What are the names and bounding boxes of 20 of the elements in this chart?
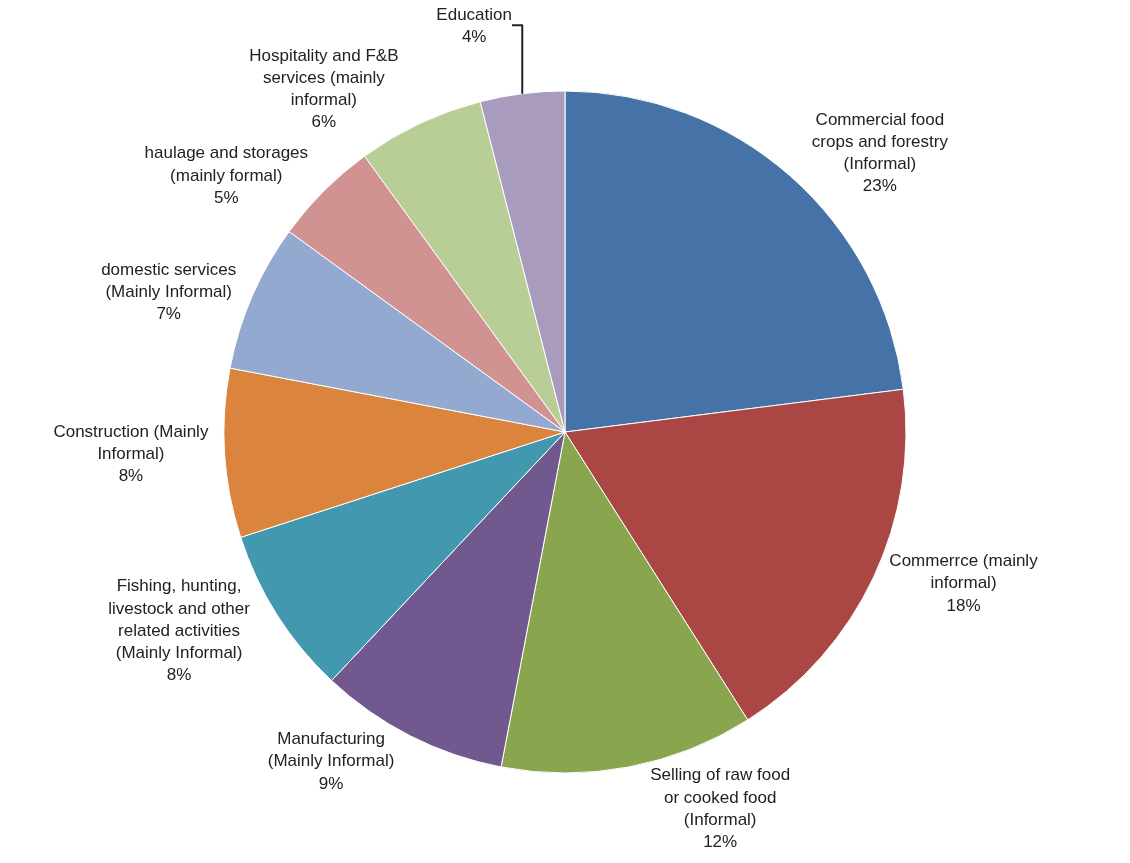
slice-label: Commerrce (mainly informal) xyxy=(889,551,1039,593)
data-label: 5% xyxy=(214,187,239,207)
data-label: 8% xyxy=(166,664,192,684)
data-label: 12% xyxy=(703,831,738,851)
slice-label: Selling of raw food or cooked food (Informal) xyxy=(650,765,791,829)
data-label: 8% xyxy=(118,466,144,486)
slice-label: haulage and storages (mainly formal) xyxy=(144,143,309,185)
slice-label: Construction (Mainly Informal) xyxy=(53,421,209,464)
slice-label: Education xyxy=(436,4,512,24)
slice-label: Hospitality and F&B services (mainly informal) xyxy=(249,45,399,110)
data-label: 6% xyxy=(311,112,337,132)
data-label: 9% xyxy=(318,773,344,793)
slice-label: domestic services (Mainly Informal) xyxy=(101,259,237,302)
data-label: 7% xyxy=(156,304,181,324)
slice-label: Manufacturing (Mainly Informal) xyxy=(267,729,395,771)
data-label: 4% xyxy=(461,26,487,46)
data-label: 18% xyxy=(946,595,981,615)
slice-label: Fishing, hunting, livestock and other related activities (Mainly Informal) xyxy=(108,576,251,662)
slice-label: Commercial food crops and forestry (Informal) xyxy=(811,109,949,173)
data-label: 23% xyxy=(862,175,897,195)
